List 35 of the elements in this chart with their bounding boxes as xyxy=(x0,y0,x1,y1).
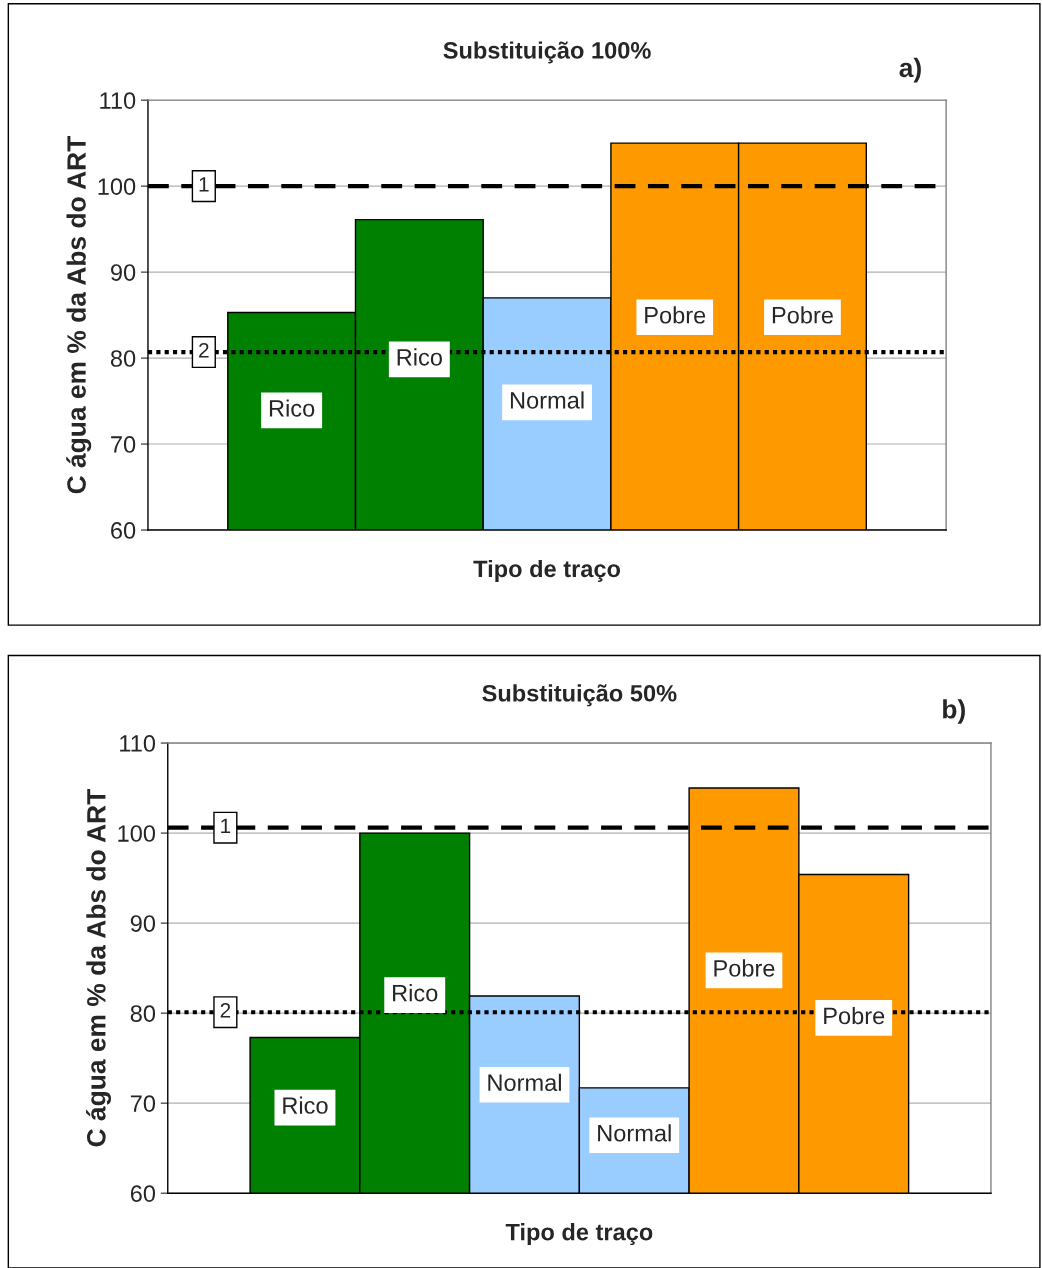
y-tick-label: 80 xyxy=(110,350,136,367)
y-tick-label: 110 xyxy=(120,735,156,752)
y-axis-title: C água em % da Abs do ART xyxy=(86,789,112,1147)
series-label: Pobre xyxy=(772,306,833,324)
y-tick-label: 100 xyxy=(118,825,156,842)
series-label: Pobre xyxy=(645,306,706,324)
y-tick-label: 90 xyxy=(111,264,136,281)
text: b) xyxy=(943,699,965,724)
series-label: Rico xyxy=(393,984,438,1002)
annotation: 2 xyxy=(199,342,209,358)
y-tick-label: 70 xyxy=(111,436,136,453)
y-tick-label: 100 xyxy=(98,178,136,195)
x-axis-title: Tipo de traço xyxy=(505,1223,653,1246)
series-label: Pobre xyxy=(714,959,775,977)
y-tick-label: 80 xyxy=(130,1005,156,1022)
annotation: 2 xyxy=(220,1003,231,1018)
y-tick-label: 60 xyxy=(111,522,136,539)
y-tick-label: 60 xyxy=(130,1185,156,1202)
series-label: Normal xyxy=(488,1073,561,1092)
series-label: Rico xyxy=(269,399,315,417)
annotation: 1 xyxy=(221,818,231,834)
y-tick-label: 110 xyxy=(100,92,136,109)
series-label: Normal xyxy=(598,1124,671,1142)
chart-title: Substituição 50% xyxy=(482,684,677,707)
series-label: Rico xyxy=(283,1096,328,1114)
x-axis-title: Tipo de traço xyxy=(473,559,621,582)
y-tick-label: 90 xyxy=(130,915,156,932)
y-axis-title: C água em % da Abs do ART xyxy=(66,136,92,494)
y-tick-label: 70 xyxy=(130,1095,156,1112)
series-label: Rico xyxy=(397,348,442,366)
chart-title: Substituição 100% xyxy=(443,41,651,64)
series-label: Normal xyxy=(510,391,584,409)
text: a) xyxy=(899,57,921,83)
annotation: 1 xyxy=(199,177,209,192)
series-label: Pobre xyxy=(824,1006,885,1025)
